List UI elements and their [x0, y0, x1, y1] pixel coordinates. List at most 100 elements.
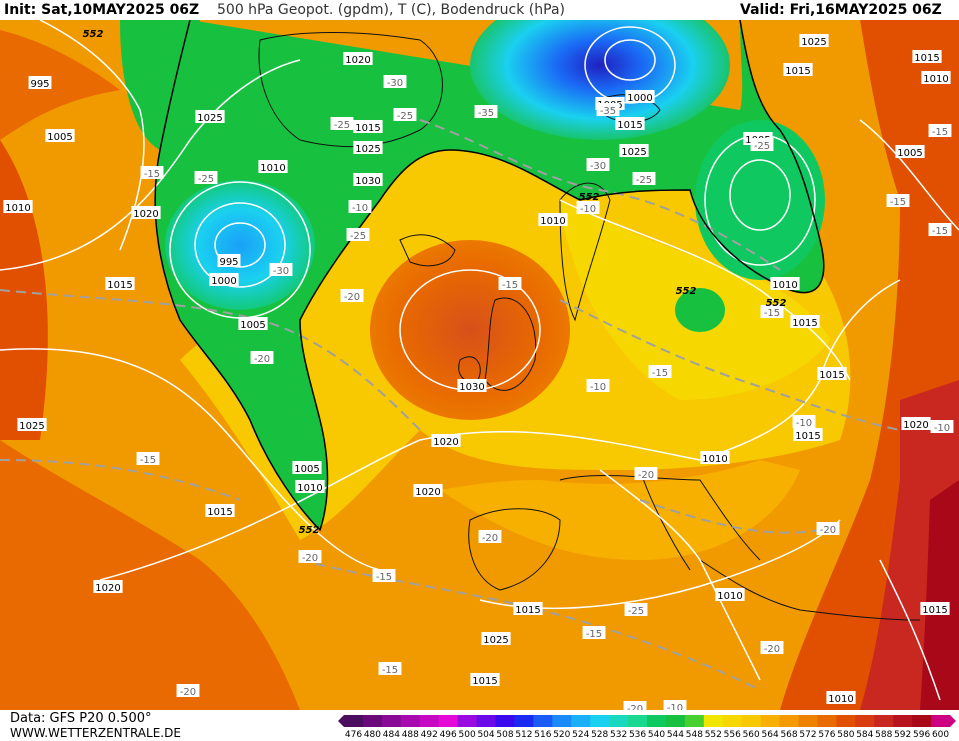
legend-swatch	[571, 715, 591, 727]
temperature-label: -15	[932, 127, 948, 138]
legend-tick-label: 596	[913, 730, 931, 740]
pressure-label-box	[793, 428, 823, 441]
temperature-label: -15	[890, 197, 906, 208]
temperature-label: -20	[820, 525, 836, 536]
legend-tick-label: 488	[401, 730, 419, 740]
pressure-label-box	[93, 580, 123, 593]
legend-tick-label: 588	[875, 730, 893, 740]
temperature-label-box	[816, 522, 840, 535]
pressure-label-box	[205, 504, 235, 517]
temperature-label: -25	[636, 175, 652, 186]
legend-swatch	[722, 715, 743, 727]
pressure-label-box	[625, 90, 655, 103]
pressure-label-box	[826, 691, 856, 704]
temperature-label: -15	[502, 280, 518, 291]
legend-swatch	[344, 715, 364, 727]
geopotential-label: 552	[299, 525, 320, 536]
pressure-label: 1015	[515, 605, 540, 616]
north-cold-low	[470, 20, 730, 140]
temperature-label-box	[378, 662, 402, 675]
pressure-label-box	[292, 461, 322, 474]
legend-swatch	[741, 715, 762, 727]
pressure-label: 1030	[459, 382, 484, 393]
temperature-labels: -15 -25 -30 -25 -25 -30 -35 -35 -30 -25 -25 -20 -15 -…	[136, 75, 954, 710]
small-green-cell	[675, 288, 725, 332]
pressure-label: 995	[219, 257, 238, 268]
pressure-label-box	[295, 480, 325, 493]
geopotential-label: 552	[83, 29, 104, 40]
legend-swatch	[552, 715, 572, 727]
legend-tick-label: 580	[837, 730, 855, 740]
pressure-label: 1025	[621, 147, 646, 158]
temperature-label: -20	[254, 354, 270, 365]
legend-swatch	[665, 715, 686, 727]
pressure-label: 1015	[792, 318, 817, 329]
legend-swatch	[476, 715, 496, 727]
legend-tick-label: 540	[647, 730, 666, 740]
pressure-label: 1015	[472, 676, 497, 687]
pressure-label-box	[901, 417, 931, 430]
legend-swatch	[893, 715, 913, 727]
pressure-label: 1010	[5, 203, 30, 214]
legend-swatch	[419, 715, 440, 727]
legend-swatch	[798, 715, 818, 727]
pressure-label-box	[105, 277, 135, 290]
temperature-label: -10	[590, 382, 606, 393]
pressure-label: 1000	[211, 276, 236, 287]
pressure-label-box	[3, 200, 33, 213]
temperature-label: -20	[344, 292, 360, 303]
pressure-label-box	[17, 418, 47, 431]
temperature-label: -25	[397, 111, 413, 122]
legend-swatch	[779, 715, 799, 727]
temperature-label: -15	[932, 226, 948, 237]
pressure-label: 1020	[95, 583, 120, 594]
pressure-label: 1030	[355, 176, 380, 187]
pressure-label: 1010	[772, 280, 797, 291]
legend-tick-label: 572	[799, 730, 817, 740]
w-warm-region	[0, 140, 48, 440]
legend-tick-label: 512	[515, 730, 533, 740]
temperature-label-box	[498, 277, 522, 290]
pressure-label: 1025	[197, 113, 222, 124]
east-hottest-region	[920, 480, 959, 710]
legend-swatch	[628, 715, 648, 727]
temperature-label: -25	[754, 141, 770, 152]
legend-swatch	[760, 715, 781, 727]
temperature-label-box	[346, 228, 370, 241]
legend-tick-label: 568	[780, 730, 798, 740]
geopotential-labels: 552 552 552 552 552	[83, 29, 787, 536]
temperature-label-box	[624, 603, 648, 616]
geopotential-label: 552	[676, 286, 697, 297]
map-footer: Data: GFS P20 0.500° WWW.WETTERZENTRALE.…	[0, 710, 959, 741]
nw-warm-region	[0, 30, 120, 140]
pressure-label-box	[343, 52, 373, 65]
pressure-label: 1020	[133, 209, 158, 220]
pressure-label-box	[538, 213, 568, 226]
temperature-label: -25	[628, 606, 644, 617]
temperature-label-box	[586, 158, 610, 171]
pressure-label-box	[817, 367, 847, 380]
temperature-label: -30	[273, 266, 289, 277]
valid-time: Valid: Fri,16MAY2025 06Z	[740, 2, 942, 18]
temperature-label: -20	[627, 704, 643, 710]
temperature-label-box	[298, 550, 322, 563]
legend-swatch	[836, 715, 856, 727]
temperature-label: -10	[580, 204, 596, 215]
pressure-label-box	[431, 434, 461, 447]
temperature-label-box	[582, 626, 606, 639]
pressure-label-box	[783, 63, 813, 76]
temperature-label-box	[928, 223, 952, 236]
temperature-label-box	[750, 138, 774, 151]
temperature-label-box	[760, 305, 784, 318]
pressure-label-box	[353, 120, 383, 133]
temperature-label-box	[140, 166, 164, 179]
legend-tick-label: 492	[420, 730, 438, 740]
legend-tick-label: 552	[704, 730, 722, 740]
pressure-label: 1020	[345, 55, 370, 66]
legend-max-arrow	[950, 715, 956, 727]
pressure-label: 1005	[897, 148, 922, 159]
pressure-label: 1020	[433, 437, 458, 448]
temperature-label: -35	[478, 108, 494, 119]
pressure-label-box	[921, 71, 951, 84]
temperature-label-box	[760, 641, 784, 654]
